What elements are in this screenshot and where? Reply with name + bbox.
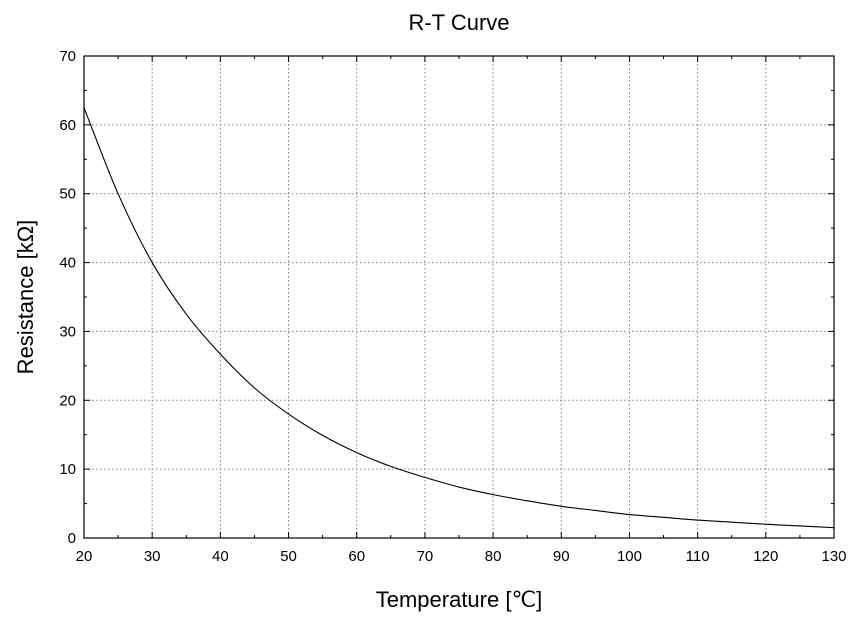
y-tick-label: 70: [59, 48, 76, 65]
x-tick-label: 60: [348, 548, 365, 565]
plot-frame: [83, 55, 835, 539]
x-tick-label: 130: [821, 548, 846, 565]
chart-title: R-T Curve: [408, 10, 509, 35]
rt-curve-line: [83, 107, 835, 529]
y-tick-label: 40: [59, 255, 76, 272]
y-tick-label: 20: [59, 392, 76, 409]
x-tick-label: 40: [212, 548, 229, 565]
grid-layer: [84, 56, 834, 538]
y-tick-label: 0: [68, 530, 76, 547]
x-tick-label: 30: [144, 548, 161, 565]
x-tick-label: 70: [417, 548, 434, 565]
y-tick-label: 10: [59, 461, 76, 478]
y-tick-label: 30: [59, 323, 76, 340]
x-tick-label: 80: [485, 548, 502, 565]
tick-layer: [83, 55, 835, 539]
x-tick-label: 100: [617, 548, 642, 565]
y-tick-label: 60: [59, 117, 76, 134]
x-axis-label: Temperature [℃]: [376, 587, 543, 612]
x-tick-label: 50: [280, 548, 297, 565]
x-tick-label: 120: [753, 548, 778, 565]
x-tick-label: 90: [553, 548, 570, 565]
y-tick-label: 50: [59, 186, 76, 203]
y-axis-label: Resistance [kΩ]: [13, 220, 38, 375]
x-tick-label: 110: [686, 548, 710, 565]
curve-layer: [83, 107, 835, 529]
x-tick-label: 20: [76, 548, 93, 565]
tick-label-layer: 20 30 40 50 60 70 80 90 100 110 120 130 0 10 20 30 40 50 6…: [59, 48, 846, 565]
